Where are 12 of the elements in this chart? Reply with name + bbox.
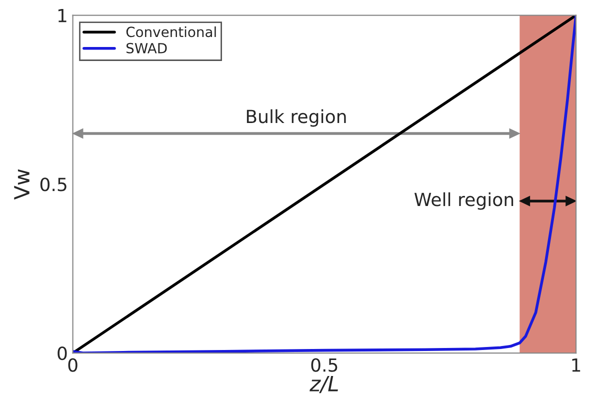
annotation: Bulk region [246, 109, 346, 127]
y-axis-title: Vw [14, 169, 30, 200]
y-tick-label: 0 [58, 346, 67, 360]
y-tick-label: 1 [58, 9, 66, 22]
x-tick-label: 0.5 [311, 358, 338, 372]
legend-label: Conventional [126, 26, 216, 38]
x-tick-label: 0 [68, 358, 78, 372]
x-axis-title: z/L [310, 376, 338, 394]
legend-label: SWAD [126, 42, 167, 54]
x-tick-label: 1 [572, 358, 580, 372]
annotation: Well region [414, 192, 514, 210]
y-tick-label: 0.5 [40, 178, 66, 192]
